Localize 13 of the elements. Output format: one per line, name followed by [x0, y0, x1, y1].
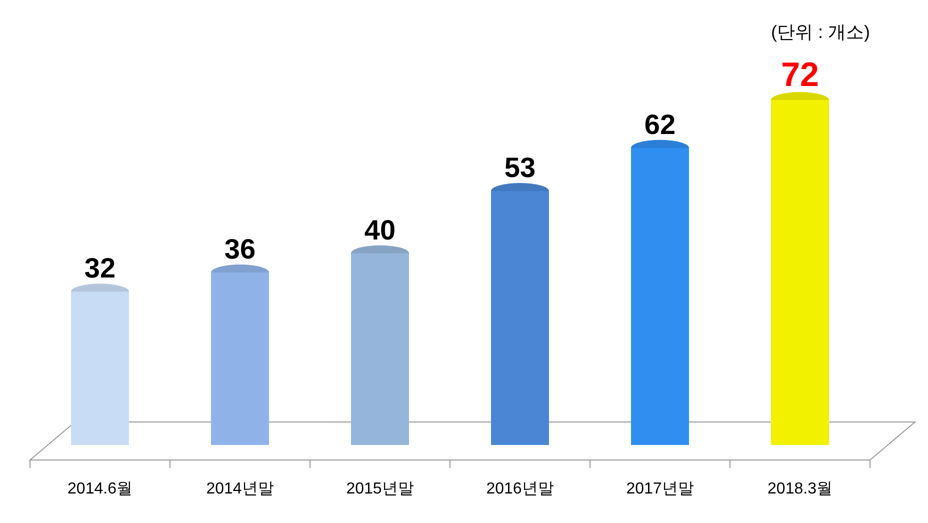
text: (단위 : 개소)	[771, 22, 870, 42]
data-label: 36	[224, 234, 256, 264]
data-label: 32	[84, 252, 116, 284]
data-label: 53	[504, 152, 536, 184]
x-tick-label: 2016년말	[486, 480, 554, 498]
data-label: 62	[644, 108, 676, 140]
x-tick-label: 2014년말	[206, 480, 274, 498]
data-label: 72	[781, 56, 819, 94]
x-tick-label: 2015년말	[346, 480, 414, 498]
x-tick-label: 2014.6월	[68, 480, 132, 498]
x-tick-label: 2018.3월	[768, 480, 832, 498]
data-label: 40	[364, 214, 396, 246]
x-tick-label: 2017년말	[626, 480, 694, 498]
